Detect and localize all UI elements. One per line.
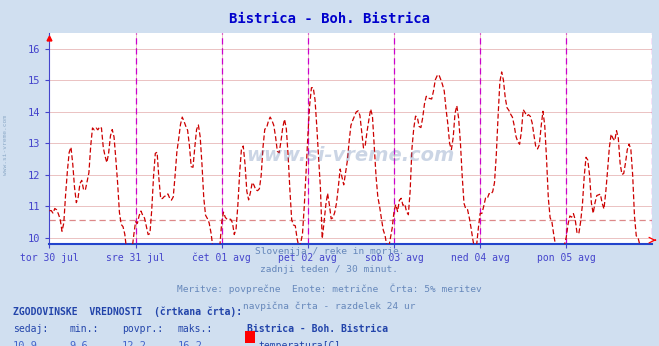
Text: maks.:: maks.: xyxy=(178,324,213,334)
Text: 9,6: 9,6 xyxy=(69,341,88,346)
Text: zadnji teden / 30 minut.: zadnji teden / 30 minut. xyxy=(260,265,399,274)
Text: sedaj:: sedaj: xyxy=(13,324,48,334)
Text: 16,2: 16,2 xyxy=(178,341,203,346)
Text: Bistrica - Boh. Bistrica: Bistrica - Boh. Bistrica xyxy=(229,12,430,26)
Text: 12,2: 12,2 xyxy=(122,341,147,346)
Text: navpična črta - razdelek 24 ur: navpična črta - razdelek 24 ur xyxy=(243,301,416,311)
Text: Meritve: povprečne  Enote: metrične  Črta: 5% meritev: Meritve: povprečne Enote: metrične Črta:… xyxy=(177,283,482,294)
Text: min.:: min.: xyxy=(69,324,99,334)
Text: Slovenija / reke in morje.: Slovenija / reke in morje. xyxy=(255,247,404,256)
Text: Bistrica - Boh. Bistrica: Bistrica - Boh. Bistrica xyxy=(247,324,388,334)
Text: 10,9: 10,9 xyxy=(13,341,38,346)
Text: www.si-vreme.com: www.si-vreme.com xyxy=(3,115,8,175)
Text: povpr.:: povpr.: xyxy=(122,324,163,334)
Text: temperatura[C]: temperatura[C] xyxy=(258,341,341,346)
Text: www.si-vreme.com: www.si-vreme.com xyxy=(246,146,455,165)
Text: ZGODOVINSKE  VREDNOSTI  (črtkana črta):: ZGODOVINSKE VREDNOSTI (črtkana črta): xyxy=(13,306,243,317)
